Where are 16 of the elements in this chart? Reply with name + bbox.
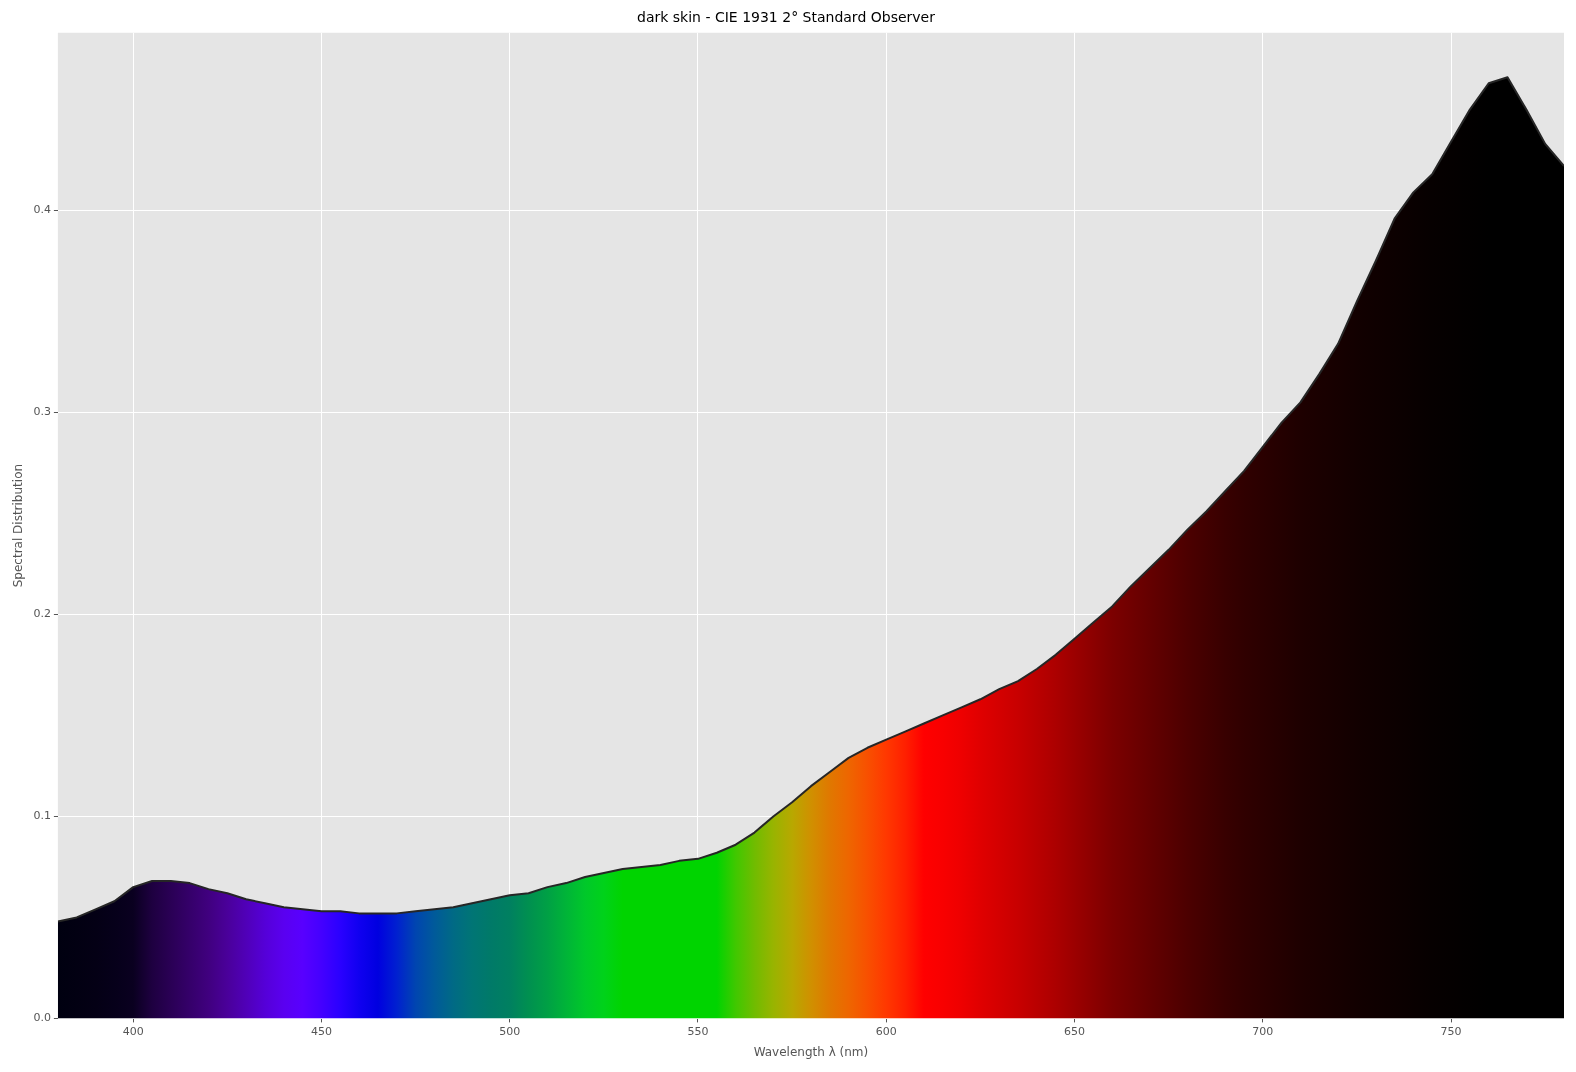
x-tick-label: 550 (687, 1024, 709, 1038)
x-tick-label: 650 (1064, 1024, 1086, 1038)
x-axis-title: Wavelength λ (nm) (753, 1044, 869, 1059)
x-tick-label: 400 (122, 1024, 144, 1038)
y-tick-label: 0.2 (33, 607, 51, 621)
x-tick-label: 450 (310, 1024, 332, 1038)
x-tick-label: 700 (1252, 1024, 1274, 1038)
y-tick-label: 0.4 (33, 203, 51, 217)
y-tick-label: 0.3 (33, 405, 51, 419)
x-tick-label: 500 (499, 1024, 521, 1038)
y-axis-title: Spectral Distribution (11, 463, 26, 588)
x-tick-label: 750 (1440, 1024, 1462, 1038)
chart-title: dark skin - CIE 1931 2° Standard Observer (637, 9, 936, 26)
x-tick-label: 600 (875, 1024, 897, 1038)
y-tick-label: 0.1 (33, 809, 51, 823)
y-tick-label: 0.0 (33, 1011, 51, 1025)
